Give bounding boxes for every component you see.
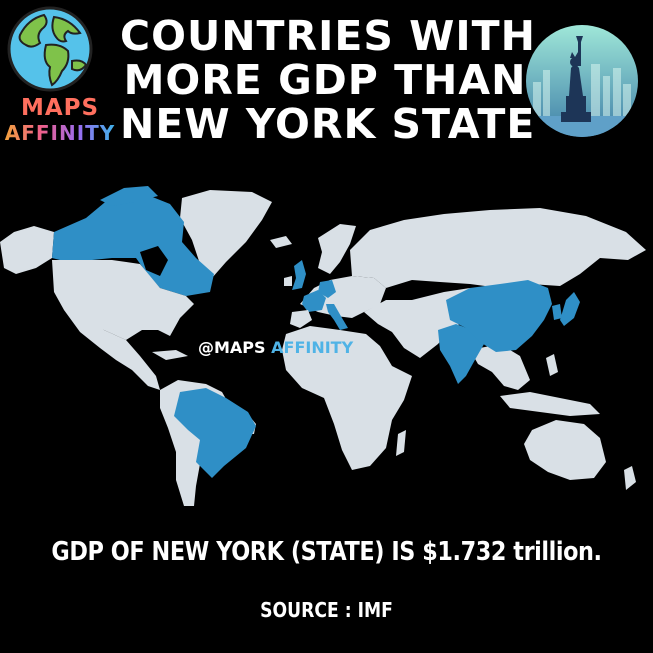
- country-united-kingdom: [292, 260, 306, 290]
- title-line-2: MORE GDP THAN: [123, 56, 527, 104]
- country-russia: [350, 208, 646, 288]
- country-canada-islands: [100, 186, 158, 206]
- brand-line-2: AFFINITY: [4, 121, 116, 145]
- country-france: [302, 290, 326, 312]
- region-indonesia: [500, 392, 600, 416]
- gdp-statement: GDP OF NEW YORK (STATE) IS $1.732 trilli…: [51, 537, 602, 567]
- watermark-part-2: AFFINITY: [271, 338, 354, 357]
- brand-logo-text: MAPS AFFINITY: [4, 95, 116, 145]
- country-alaska: [0, 226, 54, 274]
- watermark-part-1: @MAPS: [198, 338, 266, 357]
- country-germany: [318, 280, 336, 298]
- country-canada: [52, 192, 214, 296]
- country-usa: [52, 260, 194, 340]
- country-italy: [326, 304, 348, 330]
- country-spain: [290, 310, 312, 328]
- country-mexico: [64, 310, 160, 390]
- country-greenland: [180, 190, 272, 278]
- country-india: [438, 324, 484, 384]
- earth-globe-icon: [7, 6, 93, 92]
- country-scandinavia: [318, 224, 356, 274]
- country-australia: [524, 420, 606, 480]
- country-china: [446, 280, 552, 352]
- title-line-1: COUNTRIES WITH: [120, 12, 536, 60]
- world-map: [0, 186, 646, 506]
- watermark: @MAPS AFFINITY: [198, 338, 353, 357]
- country-south-korea: [552, 304, 562, 320]
- country-japan: [560, 292, 580, 326]
- title-line-3: NEW YORK STATE: [120, 100, 536, 148]
- region-africa: [282, 326, 412, 470]
- brand-line-1: MAPS: [20, 95, 100, 121]
- statue-of-liberty-icon: [526, 25, 638, 137]
- source-credit: SOURCE : IMF: [260, 598, 393, 622]
- region-southeast-asia: [470, 344, 530, 390]
- country-brazil: [174, 388, 256, 478]
- page-title: COUNTRIES WITH MORE GDP THAN NEW YORK ST…: [120, 12, 536, 148]
